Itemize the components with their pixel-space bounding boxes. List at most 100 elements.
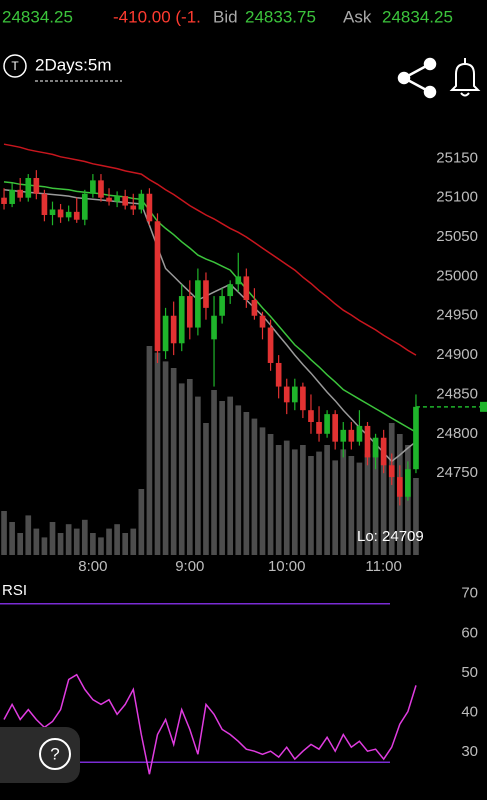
icon-circle bbox=[3, 54, 27, 78]
candle-body bbox=[57, 209, 64, 218]
y-tick-label: 24950 bbox=[436, 307, 478, 324]
candle-body bbox=[259, 315, 266, 328]
candle-body bbox=[106, 197, 112, 202]
y-tick-label: 25000 bbox=[436, 267, 478, 284]
candle-body bbox=[146, 193, 153, 222]
y-tick-label: 24750 bbox=[436, 464, 478, 481]
share-button[interactable] bbox=[397, 57, 437, 99]
candle-body bbox=[170, 315, 177, 344]
volume-bar bbox=[146, 346, 153, 555]
volume-bar bbox=[372, 445, 379, 555]
y-tick-label: 50 bbox=[461, 664, 478, 681]
candle-body bbox=[25, 178, 32, 198]
candle-body bbox=[388, 465, 395, 478]
icon-label: T bbox=[11, 59, 19, 73]
volume-bar bbox=[1, 511, 7, 555]
candle-body bbox=[122, 196, 129, 206]
candle-body bbox=[340, 429, 347, 442]
candle-body bbox=[324, 414, 330, 434]
candle-body bbox=[178, 296, 185, 344]
volume-bar bbox=[57, 533, 64, 555]
candle-body bbox=[49, 209, 56, 215]
candle-body bbox=[267, 327, 274, 363]
candle-body bbox=[138, 193, 145, 210]
volume-bar bbox=[138, 489, 145, 555]
ask-label: Ask bbox=[343, 7, 372, 26]
chart-type-button[interactable]: T bbox=[3, 54, 27, 78]
volume-bar bbox=[25, 515, 32, 555]
plot-area: 25150 25100 25050 25000 24950 24900 24850 24800… bbox=[0, 143, 487, 775]
candle-body bbox=[348, 429, 355, 442]
y-tick-label: 30 bbox=[461, 743, 478, 760]
volume-bar bbox=[340, 449, 347, 555]
help-button[interactable]: ? bbox=[0, 727, 80, 783]
candle-body bbox=[300, 386, 306, 411]
candle-body bbox=[154, 221, 161, 352]
volume-bar bbox=[259, 427, 266, 555]
volume-bar bbox=[98, 537, 104, 555]
volume-bar bbox=[243, 412, 250, 555]
volume-bar bbox=[195, 396, 201, 555]
candle-body bbox=[33, 178, 40, 194]
candle-body bbox=[251, 300, 258, 316]
y-tick-label: 24900 bbox=[436, 346, 478, 363]
change: -410.00 (-1. bbox=[113, 7, 201, 26]
bell-clapper bbox=[460, 92, 470, 97]
share-dot bbox=[397, 71, 411, 85]
candle-body bbox=[291, 386, 298, 403]
candle-body bbox=[73, 211, 80, 220]
volume-bar bbox=[219, 401, 225, 555]
help-circle bbox=[39, 738, 71, 770]
candle-body bbox=[162, 315, 169, 352]
moving-average bbox=[3, 181, 417, 433]
share-dot bbox=[423, 57, 437, 71]
candle-body bbox=[364, 425, 371, 458]
candle-body bbox=[396, 477, 403, 497]
volume-bar bbox=[388, 423, 395, 555]
last-price-marker bbox=[480, 401, 487, 412]
volume-bar bbox=[154, 352, 161, 555]
volume-bar bbox=[73, 528, 80, 555]
volume-bar bbox=[114, 524, 120, 555]
candle-body bbox=[186, 296, 193, 328]
volume-bar bbox=[17, 533, 24, 555]
volume-bar bbox=[90, 533, 96, 555]
candle-body bbox=[243, 276, 250, 300]
volume-bar bbox=[235, 405, 242, 555]
annotation: Lo: 24709 bbox=[357, 528, 424, 545]
candle-body bbox=[9, 189, 15, 204]
x-tick-label: 8:00 bbox=[78, 558, 107, 575]
candle-body bbox=[356, 425, 363, 442]
y-tick-label: 25050 bbox=[436, 228, 478, 245]
volume-bar bbox=[81, 519, 88, 555]
volume-bar bbox=[211, 390, 217, 555]
panel-title: RSI bbox=[2, 582, 27, 599]
volume-bar bbox=[9, 522, 15, 555]
candle-body bbox=[203, 280, 209, 308]
x-tick-label: 9:00 bbox=[175, 558, 204, 575]
moving-average bbox=[3, 189, 417, 463]
candle-body bbox=[332, 414, 339, 442]
candle-body bbox=[316, 421, 322, 434]
volume-bar bbox=[364, 453, 371, 555]
volume-bar bbox=[348, 456, 355, 555]
candle-body bbox=[283, 386, 290, 403]
candle-body bbox=[90, 180, 96, 194]
alert-button[interactable] bbox=[449, 58, 481, 97]
volume-bar bbox=[300, 445, 306, 555]
candle-body bbox=[41, 193, 48, 215]
y-tick-label: 24850 bbox=[436, 385, 478, 402]
candle-body bbox=[227, 284, 234, 297]
interval-button[interactable]: 2Days:5m bbox=[35, 55, 122, 82]
volume-bar bbox=[170, 368, 177, 555]
moving-average bbox=[3, 143, 417, 356]
volume-bar bbox=[267, 434, 274, 555]
volume-bar bbox=[162, 361, 169, 555]
volume-bar bbox=[316, 451, 322, 555]
volume-bar bbox=[283, 440, 290, 555]
y-tick-label: 40 bbox=[461, 704, 478, 721]
volume-bar bbox=[122, 533, 129, 555]
